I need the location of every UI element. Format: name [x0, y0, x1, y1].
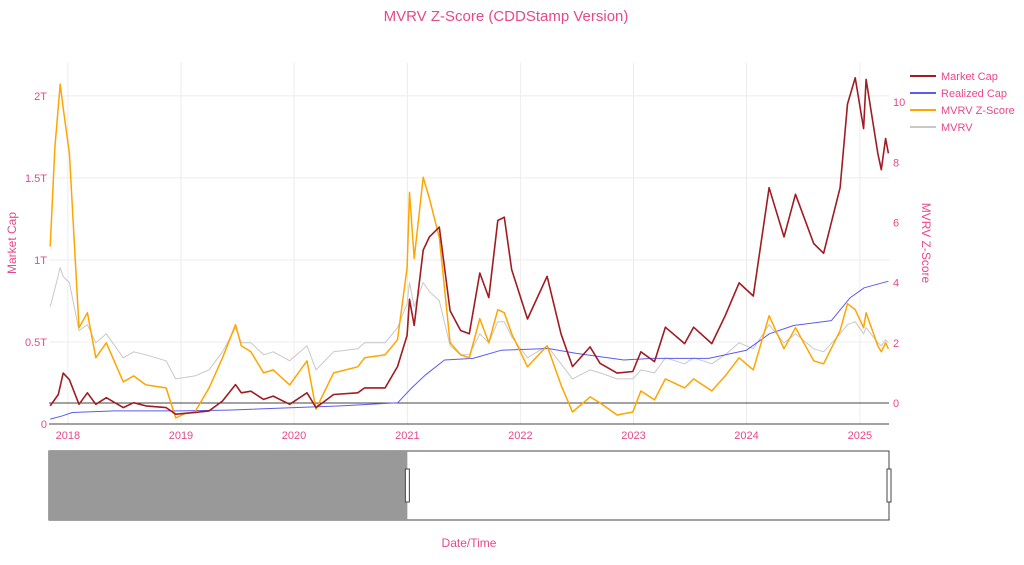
y-left-tick-label: 0.5T [25, 337, 47, 349]
series-line-mvrv-z-score [49, 83, 890, 419]
legend-item[interactable]: Market Cap [910, 71, 998, 83]
range-slider-handle-left[interactable] [404, 468, 410, 503]
series-line-realized-cap [50, 280, 889, 420]
legend-label: MVRV [941, 122, 973, 134]
y-right-tick-label: 2 [893, 338, 899, 350]
x-tick-label: 2020 [282, 430, 306, 442]
x-tick-label: 2025 [848, 430, 872, 442]
y-left-axis-title: Market Cap [5, 212, 19, 274]
y-right-tick-label: 6 [893, 217, 899, 229]
y-right-tick-label: 4 [893, 278, 899, 290]
y-right-tick-label: 0 [893, 398, 899, 410]
y-left-tick-label: 1.5T [25, 173, 47, 185]
series-layer [49, 77, 890, 420]
y-left-tick-label: 0 [41, 419, 47, 431]
y-left-axis-ticks: 0 0.5T 1T 1.5T 2T [25, 91, 47, 431]
zero-lines [49, 402, 889, 425]
x-tick-label: 2019 [169, 430, 193, 442]
y-right-axis-title: MVRV Z-Score [919, 203, 933, 284]
grid-lines [49, 63, 889, 425]
series-line-mvrv [49, 267, 889, 380]
y-right-axis-ticks: 0 2 4 6 8 10 [893, 97, 905, 410]
x-tick-label: 2021 [395, 430, 419, 442]
series-line-market-cap [49, 77, 890, 416]
x-tick-label: 2022 [508, 430, 532, 442]
x-tick-label: 2018 [56, 430, 80, 442]
legend-item[interactable]: MVRV Z-Score [910, 105, 1015, 117]
legend[interactable]: Market Cap Realized Cap MVRV Z-Score MVRV [910, 71, 1015, 134]
y-left-tick-label: 1T [34, 255, 47, 267]
x-tick-label: 2024 [734, 430, 758, 442]
legend-label: Market Cap [941, 71, 998, 83]
y-right-tick-label: 10 [893, 97, 905, 109]
x-axis-ticks: 2018 2019 2020 2021 2022 2023 2024 2025 [56, 430, 872, 442]
chart-title: MVRV Z-Score (CDDStamp Version) [384, 8, 629, 25]
range-slider-handle-right[interactable] [886, 468, 892, 503]
x-axis-title: Date/Time [442, 536, 497, 550]
range-slider[interactable] [48, 450, 892, 521]
legend-item[interactable]: Realized Cap [910, 88, 1007, 100]
range-slider-mask [49, 451, 408, 520]
y-left-tick-label: 2T [34, 91, 47, 103]
y-right-tick-label: 8 [893, 157, 899, 169]
legend-label: Realized Cap [941, 88, 1007, 100]
legend-item[interactable]: MVRV [910, 122, 973, 134]
x-tick-label: 2023 [621, 430, 645, 442]
legend-label: MVRV Z-Score [941, 105, 1015, 117]
